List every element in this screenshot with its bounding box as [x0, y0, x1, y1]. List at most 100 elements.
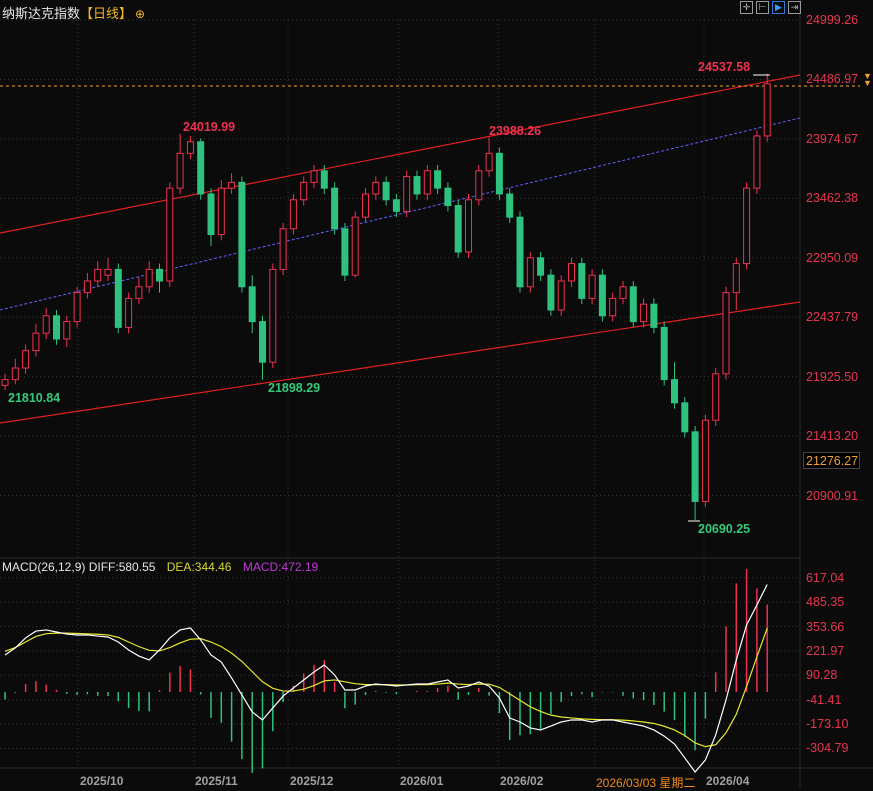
candle[interactable]: [73, 286, 81, 328]
candle[interactable]: [619, 280, 627, 305]
candle-body: [722, 292, 730, 375]
candle[interactable]: [475, 164, 483, 206]
candle[interactable]: [197, 138, 205, 200]
candle-body: [331, 187, 339, 230]
candle[interactable]: [32, 323, 40, 357]
candle[interactable]: [413, 170, 421, 200]
candle[interactable]: [259, 315, 266, 380]
candle[interactable]: [588, 269, 596, 305]
candle[interactable]: [763, 73, 771, 142]
candle[interactable]: [248, 275, 256, 334]
candle[interactable]: [516, 211, 524, 293]
candle-body: [526, 257, 534, 288]
candle[interactable]: [11, 358, 19, 385]
candle[interactable]: [156, 263, 163, 293]
candle[interactable]: [279, 222, 287, 276]
candle[interactable]: [1, 373, 9, 390]
candle[interactable]: [465, 193, 472, 258]
candle[interactable]: [444, 182, 452, 212]
candle[interactable]: [722, 286, 730, 380]
candle[interactable]: [629, 280, 637, 328]
candle[interactable]: [382, 176, 390, 206]
candle[interactable]: [42, 307, 50, 340]
candle[interactable]: [547, 269, 555, 316]
double-chevron-down-icon[interactable]: ▼ ▼: [863, 71, 872, 88]
channel-mid-line[interactable]: [0, 117, 801, 311]
candle[interactable]: [568, 257, 575, 287]
candle[interactable]: [207, 188, 215, 247]
candle-body: [372, 181, 380, 195]
candle[interactable]: [743, 182, 751, 270]
candle[interactable]: [403, 170, 411, 218]
candle[interactable]: [289, 193, 297, 235]
candle[interactable]: [753, 130, 761, 194]
candle[interactable]: [104, 257, 112, 281]
candle-body: [640, 303, 648, 323]
candle[interactable]: [114, 263, 122, 334]
candle[interactable]: [94, 261, 102, 287]
candle[interactable]: [372, 176, 380, 200]
candle[interactable]: [609, 292, 617, 322]
candle[interactable]: [341, 222, 349, 281]
candle[interactable]: [578, 257, 586, 305]
candle[interactable]: [392, 193, 400, 218]
candle[interactable]: [640, 298, 648, 328]
candle[interactable]: [732, 257, 740, 310]
macd-tick-label: -304.79: [806, 741, 849, 756]
candle[interactable]: [63, 315, 71, 348]
candle[interactable]: [320, 164, 328, 194]
instrument-name: 纳斯达克指数: [2, 6, 81, 21]
candle[interactable]: [454, 199, 462, 258]
candle[interactable]: [166, 182, 174, 287]
candle[interactable]: [495, 147, 503, 200]
candle[interactable]: [300, 176, 308, 206]
candle[interactable]: [598, 269, 606, 322]
candle[interactable]: [671, 362, 678, 409]
candle[interactable]: [53, 309, 60, 345]
candle[interactable]: [537, 251, 545, 281]
candle[interactable]: [238, 176, 246, 293]
period-label[interactable]: 【日线】: [80, 6, 133, 21]
macd-header: MACD(26,12,9) DIFF:580.55 DEA:344.46 MAC…: [2, 560, 318, 574]
candle-body: [114, 268, 122, 328]
candle[interactable]: [660, 321, 668, 386]
price-tick-label: 24999.26: [806, 13, 859, 27]
candle[interactable]: [691, 426, 699, 520]
annotation-low: 21898.29: [268, 381, 321, 395]
candle-body: [753, 135, 761, 189]
candle[interactable]: [526, 251, 534, 293]
candle[interactable]: [176, 133, 184, 194]
candle[interactable]: [485, 137, 493, 177]
crosshair-icon[interactable]: ✛: [740, 1, 753, 14]
candle[interactable]: [434, 164, 442, 194]
candle-body: [207, 193, 215, 236]
channel-lower-line[interactable]: [0, 301, 801, 424]
candle[interactable]: [228, 173, 236, 194]
candle[interactable]: [506, 188, 514, 223]
candle[interactable]: [269, 263, 277, 369]
candle[interactable]: [681, 397, 689, 438]
candle[interactable]: [701, 414, 709, 508]
candle[interactable]: [650, 298, 658, 334]
candle[interactable]: [712, 368, 720, 427]
candle[interactable]: [557, 275, 565, 316]
candle[interactable]: [145, 261, 153, 293]
candle[interactable]: [331, 182, 339, 235]
candle[interactable]: [83, 272, 91, 299]
plus-circle-icon[interactable]: ⊕: [135, 7, 146, 21]
play-icon[interactable]: ▶: [772, 1, 785, 14]
candle[interactable]: [217, 180, 225, 241]
range-icon[interactable]: ⊢: [756, 1, 769, 14]
channel-upper-line[interactable]: [0, 74, 801, 234]
candle[interactable]: [423, 164, 431, 200]
candle[interactable]: [362, 188, 369, 223]
candle[interactable]: [125, 292, 133, 334]
candle-body: [743, 187, 751, 265]
candle[interactable]: [22, 344, 30, 374]
candle[interactable]: [186, 135, 194, 160]
candle[interactable]: [135, 277, 143, 305]
candle[interactable]: [310, 164, 318, 189]
move-right-icon[interactable]: ⇥: [788, 1, 801, 14]
candle[interactable]: [351, 211, 359, 278]
